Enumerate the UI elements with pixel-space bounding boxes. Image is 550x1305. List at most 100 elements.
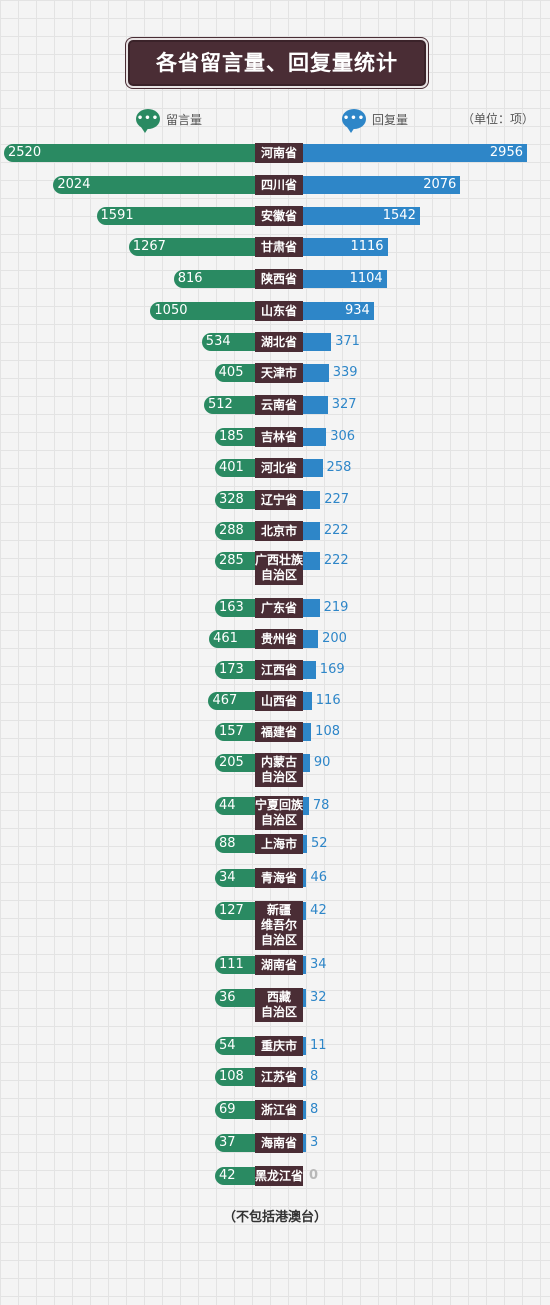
province-label: 黑龙江省 bbox=[255, 1166, 303, 1186]
message-value: 405 bbox=[218, 365, 244, 380]
reply-value: 222 bbox=[323, 553, 349, 568]
message-value: 2520 bbox=[8, 145, 42, 160]
reply-value: 934 bbox=[344, 303, 370, 318]
message-bar bbox=[173, 270, 255, 288]
province-label: 江西省 bbox=[255, 660, 303, 680]
reply-value: 8 bbox=[310, 1069, 319, 1084]
province-label: 河北省 bbox=[255, 458, 303, 478]
message-bar bbox=[215, 869, 255, 887]
message-bar bbox=[215, 1068, 255, 1086]
province-label: 广东省 bbox=[255, 598, 303, 618]
message-bar bbox=[215, 491, 255, 509]
legend-messages: ••• 留言量 bbox=[136, 107, 203, 133]
reply-bar bbox=[303, 428, 327, 446]
legend-replies: ••• 回复量 bbox=[342, 107, 408, 133]
reply-value: 11 bbox=[310, 1038, 327, 1053]
message-bar bbox=[208, 692, 255, 710]
message-value: 512 bbox=[208, 397, 233, 412]
province-label: 西藏 自治区 bbox=[255, 988, 303, 1022]
chat-bubble-icon: ••• bbox=[342, 109, 366, 133]
reply-bar bbox=[303, 552, 320, 570]
message-value: 534 bbox=[205, 334, 231, 349]
reply-value: 1104 bbox=[349, 271, 383, 286]
reply-bar bbox=[303, 176, 461, 194]
message-bar bbox=[215, 723, 255, 741]
message-bar bbox=[215, 956, 255, 974]
reply-bar bbox=[303, 238, 388, 256]
chart-title: 各省留言量、回复量统计 bbox=[128, 40, 426, 86]
message-bar bbox=[215, 797, 255, 815]
province-label: 湖南省 bbox=[255, 955, 303, 975]
province-label: 江苏省 bbox=[255, 1067, 303, 1087]
reply-value: 2956 bbox=[489, 145, 523, 160]
message-value: 108 bbox=[219, 1069, 244, 1084]
reply-value: 327 bbox=[331, 397, 357, 412]
message-value: 2024 bbox=[57, 177, 91, 192]
message-value: 1591 bbox=[100, 208, 134, 223]
message-bar bbox=[128, 238, 255, 256]
message-value: 44 bbox=[219, 798, 236, 813]
reply-value: 78 bbox=[312, 798, 330, 813]
reply-value: 32 bbox=[310, 990, 327, 1005]
reply-bar bbox=[303, 144, 527, 162]
message-value: 461 bbox=[213, 631, 238, 646]
message-value: 401 bbox=[219, 460, 244, 475]
reply-value: 90 bbox=[313, 755, 331, 770]
reply-value: 2076 bbox=[423, 177, 457, 192]
message-value: 288 bbox=[219, 523, 244, 538]
reply-value: 371 bbox=[335, 334, 360, 349]
message-bar bbox=[215, 1101, 255, 1119]
reply-value: 3 bbox=[310, 1135, 319, 1150]
reply-value: 169 bbox=[319, 662, 345, 677]
message-bar bbox=[150, 302, 255, 320]
message-bar bbox=[215, 754, 255, 772]
message-bar bbox=[4, 144, 255, 162]
message-value: 127 bbox=[219, 903, 244, 918]
message-bar bbox=[215, 428, 255, 446]
province-label: 河南省 bbox=[255, 143, 303, 163]
reply-bar bbox=[303, 1101, 306, 1119]
province-label: 青海省 bbox=[255, 868, 303, 888]
province-label: 甘肃省 bbox=[255, 237, 303, 257]
reply-value: 258 bbox=[326, 460, 352, 475]
message-bar bbox=[215, 1134, 255, 1152]
reply-value: 0 bbox=[309, 1168, 319, 1183]
message-bar bbox=[215, 989, 255, 1007]
reply-bar bbox=[303, 956, 306, 974]
reply-bar bbox=[303, 835, 307, 853]
message-bar bbox=[215, 1037, 255, 1055]
reply-bar bbox=[303, 396, 328, 414]
reply-bar bbox=[303, 522, 320, 540]
reply-bar bbox=[303, 1068, 306, 1086]
province-label: 海南省 bbox=[255, 1133, 303, 1153]
province-label: 云南省 bbox=[255, 395, 303, 415]
reply-value: 339 bbox=[332, 365, 358, 380]
message-bar bbox=[53, 176, 255, 194]
message-bar bbox=[215, 459, 255, 477]
reply-value: 222 bbox=[323, 523, 349, 538]
message-bar bbox=[215, 902, 255, 920]
reply-bar bbox=[303, 599, 320, 617]
province-label: 浙江省 bbox=[255, 1100, 303, 1120]
reply-bar bbox=[303, 364, 329, 382]
message-bar bbox=[204, 396, 255, 414]
reply-value: 8 bbox=[310, 1102, 319, 1117]
reply-value: 34 bbox=[310, 957, 327, 972]
province-label: 广西壮族 自治区 bbox=[255, 551, 303, 585]
message-value: 36 bbox=[219, 990, 236, 1005]
reply-bar bbox=[303, 797, 309, 815]
province-label: 福建省 bbox=[255, 722, 303, 742]
legend-messages-label: 留言量 bbox=[166, 112, 203, 127]
reply-bar bbox=[303, 459, 323, 477]
message-value: 467 bbox=[212, 693, 238, 708]
province-label: 内蒙古 自治区 bbox=[255, 753, 303, 787]
message-value: 111 bbox=[219, 957, 244, 972]
province-label: 新疆 维吾尔 自治区 bbox=[255, 901, 303, 950]
reply-value: 227 bbox=[324, 492, 350, 507]
message-bar bbox=[215, 661, 255, 679]
reply-value: 219 bbox=[323, 600, 349, 615]
reply-bar bbox=[303, 692, 312, 710]
message-value: 54 bbox=[219, 1038, 236, 1053]
chat-bubble-icon: ••• bbox=[136, 109, 160, 133]
reply-value: 1542 bbox=[382, 208, 416, 223]
